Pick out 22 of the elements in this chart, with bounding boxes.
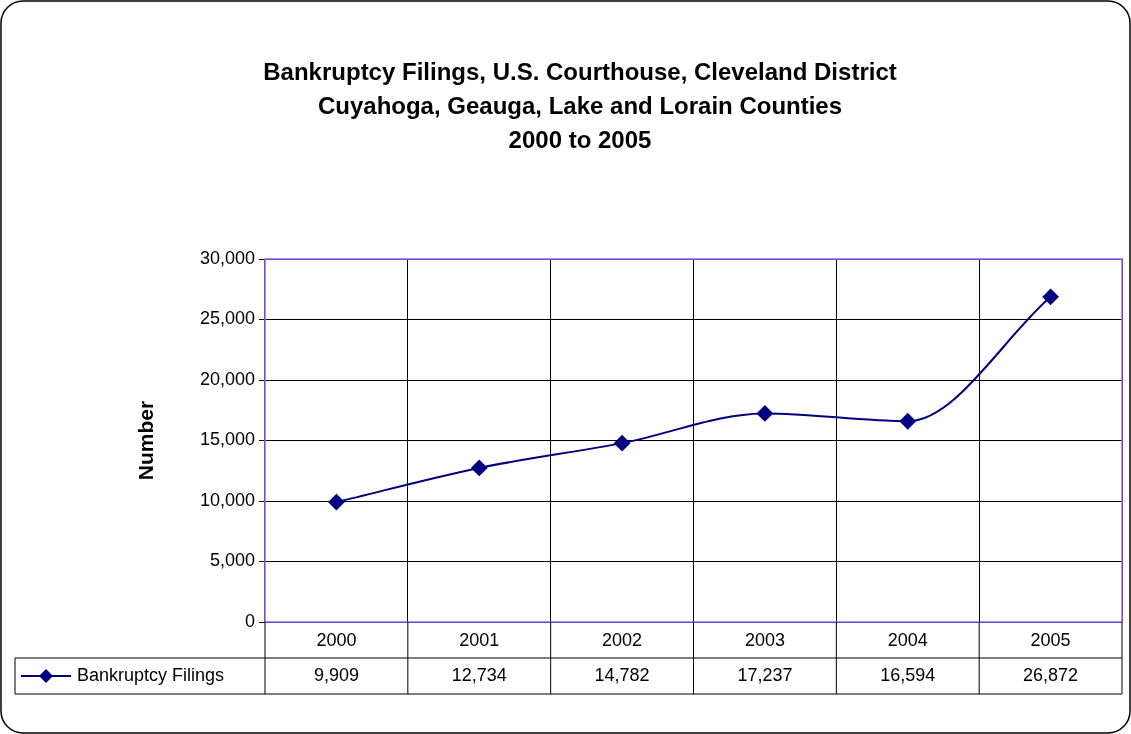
y-tick-label: 20,000 <box>199 368 255 389</box>
legend-label: Bankruptcy Filings <box>77 664 225 685</box>
data-label: 9,909 <box>313 664 359 685</box>
x-tick-label: 2005 <box>1030 629 1071 650</box>
data-label: 17,237 <box>737 664 793 685</box>
data-label: 16,594 <box>880 664 936 685</box>
data-label: 14,782 <box>594 664 650 685</box>
y-tick-label: 10,000 <box>199 489 255 510</box>
data-label: 12,734 <box>451 664 507 685</box>
x-tick-label: 2002 <box>602 629 643 650</box>
x-tick-label: 2004 <box>887 629 928 650</box>
x-tick-label: 2001 <box>459 629 500 650</box>
y-axis-title: Number <box>133 400 157 481</box>
y-tick-label: 25,000 <box>199 308 255 329</box>
y-tick-label: 30,000 <box>199 247 255 268</box>
y-tick-label: 15,000 <box>199 429 255 450</box>
y-tick-label: 0 <box>244 610 255 631</box>
x-tick-label: 2003 <box>744 629 785 650</box>
chart-title: Bankruptcy Filings, U.S. Courthouse, Cleveland District Cuyahoga, Geauga, Lake and Lorain Counties 2000 to 2005 <box>263 57 897 153</box>
x-tick-label: 2000 <box>316 629 357 650</box>
data-label: 26,872 <box>1023 664 1079 685</box>
y-tick-label: 5,000 <box>209 550 255 571</box>
